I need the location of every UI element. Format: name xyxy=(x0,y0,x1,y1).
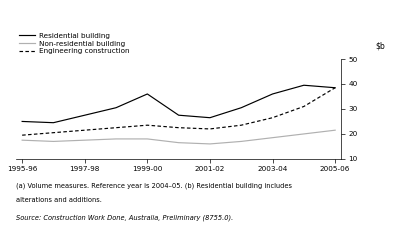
Text: Source: Construction Work Done, Australia, Preliminary (8755.0).: Source: Construction Work Done, Australi… xyxy=(16,215,233,221)
Text: alterations and additions.: alterations and additions. xyxy=(16,197,102,203)
Text: (a) Volume measures. Reference year is 2004–05. (b) Residential building include: (a) Volume measures. Reference year is 2… xyxy=(16,183,292,189)
Text: $b: $b xyxy=(376,42,385,51)
Legend: Residential building, Non-residential building, Engineering construction: Residential building, Non-residential bu… xyxy=(19,33,129,54)
